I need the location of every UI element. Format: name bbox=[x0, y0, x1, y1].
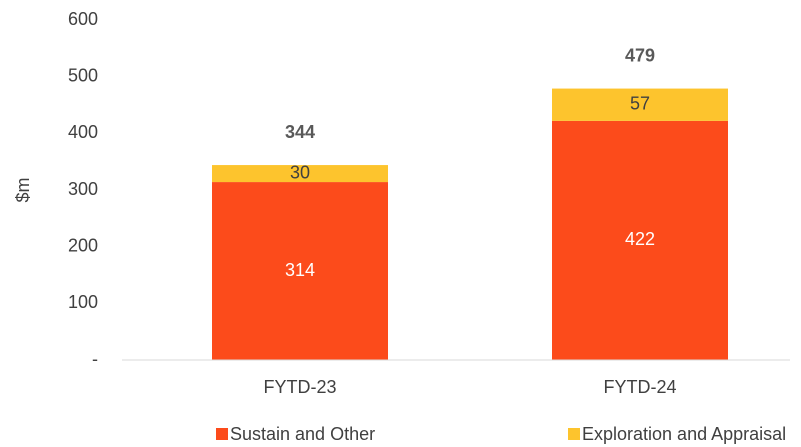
total-label: 479 bbox=[625, 45, 655, 65]
legend-swatch bbox=[216, 428, 228, 440]
data-label: 30 bbox=[290, 162, 310, 182]
bar-segment bbox=[212, 165, 388, 183]
x-tick-label: FYTD-24 bbox=[603, 377, 676, 397]
y-tick-label: 100 bbox=[68, 292, 98, 312]
y-tick-label: 200 bbox=[68, 235, 98, 255]
data-label: 314 bbox=[285, 260, 315, 280]
y-tick-label: 300 bbox=[68, 179, 98, 199]
y-tick-label: 600 bbox=[68, 9, 98, 29]
legend-label: Sustain and Other bbox=[230, 424, 375, 444]
bar-segment bbox=[212, 182, 388, 360]
x-tick-label: FYTD-23 bbox=[263, 377, 336, 397]
total-label: 344 bbox=[285, 122, 315, 142]
legend-swatch bbox=[568, 428, 580, 440]
y-tick-label: 500 bbox=[68, 65, 98, 85]
y-axis-label: $m bbox=[13, 177, 33, 202]
data-label: 57 bbox=[630, 93, 650, 113]
legend-label: Exploration and Appraisal bbox=[582, 424, 786, 444]
bar-segment bbox=[552, 120, 728, 360]
y-tick-label: 400 bbox=[68, 122, 98, 142]
y-tick-label: - bbox=[92, 349, 98, 369]
bar-segment bbox=[552, 88, 728, 121]
data-label: 422 bbox=[625, 229, 655, 249]
